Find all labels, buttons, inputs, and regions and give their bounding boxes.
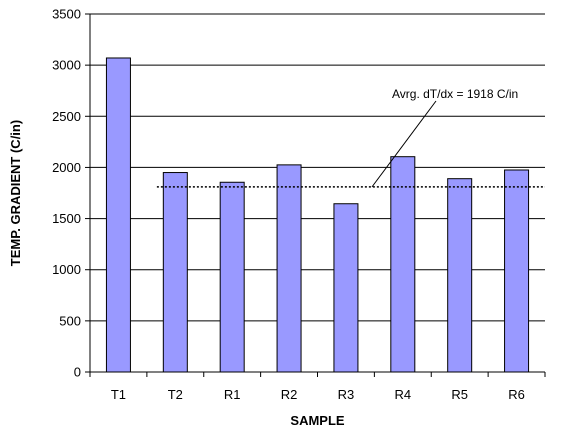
- bar-r5: [447, 178, 473, 373]
- y-tick-label: 2000: [52, 160, 81, 175]
- x-tick-label: R5: [451, 387, 468, 402]
- bar-r6: [504, 169, 530, 373]
- x-tick-label: R3: [338, 387, 355, 402]
- y-tick-labels: 0 500 1000 1500 2000 2500 3000 3500: [52, 7, 90, 380]
- bar-t1: [105, 57, 131, 373]
- y-tick-label: 500: [59, 313, 81, 328]
- x-tick-label: T1: [111, 387, 126, 402]
- y-tick-label: 0: [74, 365, 81, 380]
- bars: [105, 57, 530, 373]
- annotation-leader-line: [371, 100, 437, 188]
- x-tick-label: T2: [168, 387, 183, 402]
- y-axis-title: TEMP. GRADIENT (C/in): [8, 120, 23, 266]
- axes: [89, 14, 545, 373]
- bar-r3: [333, 203, 359, 373]
- x-axis-title: SAMPLE: [290, 413, 345, 428]
- x-tick-label: R1: [224, 387, 241, 402]
- y-tick-label: 2500: [52, 109, 81, 124]
- y-tick-label: 3500: [52, 7, 81, 22]
- bar-r1: [219, 181, 245, 373]
- y-tick-label: 3000: [52, 58, 81, 73]
- bar-t2: [162, 172, 188, 373]
- bar-r2: [276, 164, 302, 373]
- y-tick-label: 1500: [52, 211, 81, 226]
- grid-lines: [90, 13, 545, 322]
- x-tick-label: R4: [395, 387, 412, 402]
- y-tick-label: 1000: [52, 262, 81, 277]
- x-tick-label: R2: [281, 387, 298, 402]
- x-tick-label: R6: [508, 387, 525, 402]
- annotation-label: Avrg. dT/dx = 1918 C/in: [392, 87, 518, 101]
- bar-r4: [390, 156, 416, 373]
- x-tick-labels: T1 T2 R1 R2 R3 R4 R5 R6: [89, 372, 546, 402]
